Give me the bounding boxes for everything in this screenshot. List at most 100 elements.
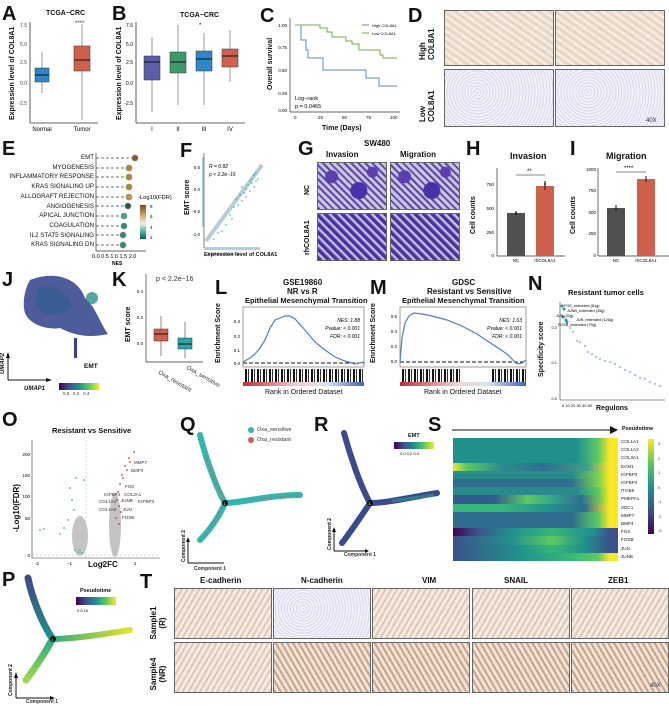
chart-title: TCGA−CRC — [46, 10, 86, 17]
cell-line-title: SW480 — [364, 139, 391, 148]
ihc-s1-ecad — [174, 588, 272, 639]
panel-label: M — [370, 277, 387, 299]
survival-curve: 1.00 0.75 0.50 0.25 0.00 0 25 50 75 100 High… — [278, 18, 400, 120]
panel-a: A TCGA−CRC Expression level of COL8A1 7.… — [0, 0, 115, 135]
ihc-s4-vim — [372, 642, 470, 693]
transwell-invasion-nc — [317, 162, 387, 210]
pathway-list: EMT MYOGENESIS INFLAMMATORY RESPONSE KRA… — [0, 153, 94, 250]
colorbar-ticks: 3 2 1 0 -1 -2 -3 — [658, 442, 662, 533]
ihc-image-high-1 — [444, 10, 554, 66]
svg-text:500: 500 — [486, 206, 494, 211]
transwell-migration-rh — [390, 213, 460, 261]
ihc-s4-snail — [472, 642, 570, 693]
pathway-label: ALLOGRAFT REJECTION — [20, 192, 94, 200]
svg-text:0.00: 0.00 — [278, 108, 287, 113]
q-x-axis-label: Component 1 — [194, 566, 226, 572]
panel-label: B — [112, 3, 127, 25]
panel-label: D — [408, 5, 423, 27]
svg-text:JUN: JUN — [123, 507, 132, 512]
title-line1: GDSC — [452, 278, 476, 287]
panel-c: C Overall survival Time (Days) 1.00 0.75… — [260, 0, 402, 135]
svg-text:0.4: 0.4 — [391, 329, 398, 334]
title-line2: Resistant vs Sensitive — [427, 287, 512, 296]
pathway-label: KRAS SIGNALING DN — [31, 241, 94, 249]
svg-text:0.0: 0.0 — [551, 396, 557, 401]
svg-text:COL1A2: COL1A2 — [99, 507, 117, 512]
magnification-label: 40X — [646, 118, 657, 124]
svg-text:1: 1 — [369, 501, 372, 506]
panel-e: E EMT MYOGENESIS INFLAMMATORY RESPONSE K… — [0, 135, 200, 267]
svg-text:0.75: 0.75 — [278, 45, 287, 50]
panel-label: K — [112, 269, 127, 291]
heatmap — [453, 438, 618, 562]
svg-text:750: 750 — [588, 188, 596, 193]
title-line3: Epithelial Mesenchymal Transition — [245, 296, 368, 305]
svg-text:rhCOL8A1: rhCOL8A1 — [534, 258, 556, 263]
panel-h: H Invasion Cell counts 750 500 250 0 ** … — [466, 135, 565, 263]
ihc-image-low-1 — [444, 69, 554, 127]
ihc-s4-ecad — [174, 642, 272, 693]
legend-oxa-sensitive: Oxa_sensitive — [257, 427, 292, 433]
svg-text:1.00: 1.00 — [278, 23, 287, 28]
svg-text:NES: NES — [112, 261, 123, 267]
panel-b: B TCGA−CRC Expression level of COL8A1 7.… — [112, 0, 247, 135]
panel-l: L GSE19860 NR vs R Epithelial Mesenchyma… — [215, 278, 370, 403]
col-e-cadherin: E-cadherin — [200, 576, 242, 585]
svg-text:1000: 1000 — [586, 167, 597, 172]
svg-text:0.0: 0.0 — [137, 341, 144, 346]
panel-label: P — [2, 569, 16, 591]
svg-text:-0.5: -0.5 — [192, 209, 200, 214]
svg-text:0.6: 0.6 — [391, 314, 398, 319]
svg-text:COL1A1: COL1A1 — [99, 499, 117, 504]
ihc-image-high-2 — [555, 10, 665, 66]
svg-text:50: 50 — [342, 115, 348, 120]
svg-text:0.2: 0.2 — [137, 315, 144, 320]
panel-label: I — [570, 138, 576, 160]
svg-text:JUNB: JUNB — [121, 498, 133, 503]
svg-text:8: 8 — [150, 204, 153, 209]
arrow-label: Pseudotime — [622, 426, 654, 432]
svg-text:FDR: < 0.001: FDR: < 0.001 — [330, 334, 360, 340]
pathway-label: INFLAMMATORY RESPONSE — [9, 173, 94, 181]
svg-text:Normal: Normal — [32, 127, 51, 133]
title-line1: GSE19860 — [283, 278, 323, 287]
svg-text:100: 100 — [22, 494, 30, 499]
svg-text:200: 200 — [22, 452, 30, 457]
svg-text:-2.5 0.0 2.5 5.0 7.5: -2.5 0.0 2.5 5.0 7.5 — [206, 251, 240, 256]
chart-title: TCGA−CRC — [180, 12, 220, 19]
pathway-label: APICAL JUNCTION — [39, 212, 94, 220]
emt-legend-title: EMT — [84, 363, 98, 370]
svg-text:Pvalue: < 0.001: Pvalue: < 0.001 — [325, 326, 360, 332]
svg-text:JUNB_extended (35g): JUNB_extended (35g) — [567, 309, 605, 313]
svg-text:0.0: 0.0 — [20, 81, 27, 87]
x-axis-label: Expression level of COL8A1 — [204, 252, 278, 258]
ihc-s4-zeb1 — [571, 642, 669, 693]
col-n-cadherin: N-cadherin — [301, 576, 343, 585]
x-axis-label: Component 1 — [26, 699, 58, 705]
rank-plot: 0.2 0.1 0.0 FOS_extended (61g) JUNB_extend… — [551, 302, 665, 408]
panel-label: O — [2, 409, 18, 431]
row-label-low: Low COL8A1 — [418, 90, 436, 122]
panel-label: F — [180, 140, 193, 162]
svg-text:0.2: 0.2 — [551, 325, 557, 330]
svg-text:1: 1 — [224, 501, 227, 506]
panel-label: S — [428, 414, 442, 436]
svg-text:0.2: 0.2 — [234, 334, 241, 339]
svg-text:0.0: 0.0 — [126, 81, 133, 87]
svg-text:High COL8A1: High COL8A1 — [372, 23, 397, 28]
svg-text:0 10 20 30 40: 0 10 20 30 40 50 — [562, 403, 593, 408]
lollipop-chart: 0.0 0.5 1.0 1.5 2.0 NES -Log10(FDR) 8 6 4 2 — [92, 153, 172, 267]
x-axis-label: Component 1 — [344, 552, 376, 558]
svg-text:Tumor: Tumor — [73, 127, 90, 133]
svg-text:II: II — [176, 127, 180, 133]
col-snail: SNAIL — [504, 576, 528, 585]
svg-text:-2.5: -2.5 — [124, 101, 133, 107]
panel-q: Q 1 Oxa_sensitive Oxa_resistant Componen… — [180, 415, 315, 565]
panel-label: A — [2, 3, 17, 25]
umap1-label: UMAP1 — [24, 386, 46, 392]
pathway-label: ANGIOGENESIS — [46, 202, 94, 210]
pathway-label: KRAS SIGNALING UP — [31, 183, 94, 191]
svg-text:0.0 0.5 1.0 1.5 2.0: 0.0 0.5 1.0 1.5 2.0 — [92, 254, 136, 260]
x-axis-label: Log2FC — [88, 560, 118, 569]
